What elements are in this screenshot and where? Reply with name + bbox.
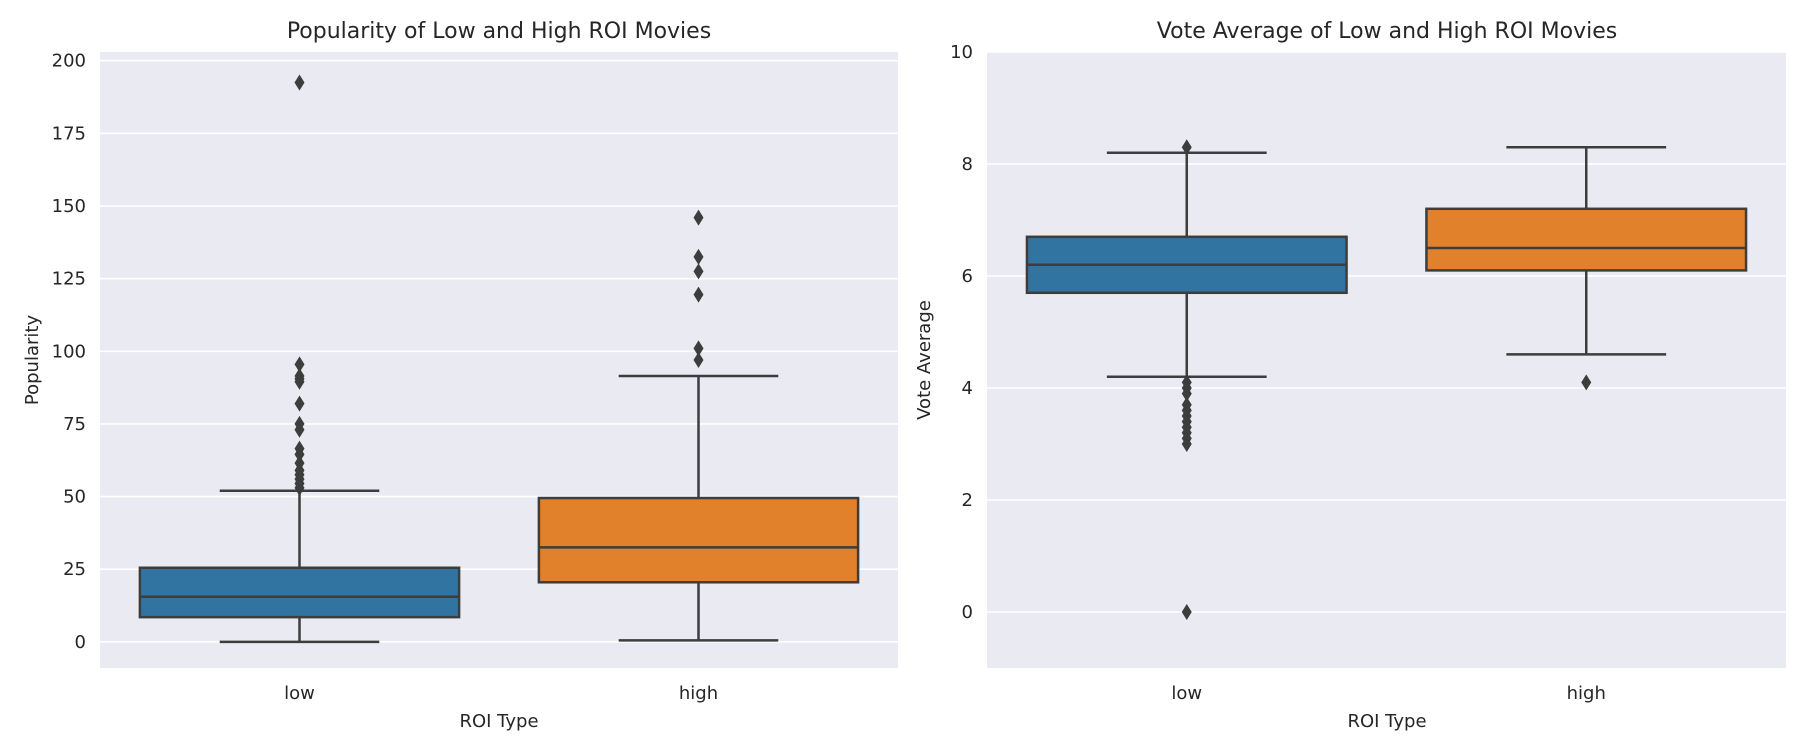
y-tick-label: 75 xyxy=(63,414,86,435)
y-tick-label: 10 xyxy=(950,42,973,63)
outlier-point xyxy=(693,209,704,226)
y-axis-label: Popularity xyxy=(22,315,43,406)
y-tick-label: 2 xyxy=(962,490,973,511)
x-tick-label: high xyxy=(1567,683,1606,704)
outlier-point xyxy=(1181,139,1192,156)
outlier-point xyxy=(294,356,305,373)
x-tick-label: low xyxy=(284,683,315,704)
y-tick-label: 6 xyxy=(962,266,973,287)
chart-2: 0 2 4 6 8 10 low high Vote Average of Low and Hi… xyxy=(914,19,1786,732)
plot-area xyxy=(987,52,1786,668)
chart-title: Vote Average of Low and High ROI Movies xyxy=(1157,19,1617,44)
box-high xyxy=(1425,145,1748,391)
box-low xyxy=(138,74,461,644)
y-tick-label: 150 xyxy=(52,196,86,217)
outlier-point xyxy=(294,74,305,91)
outlier-point xyxy=(1181,436,1192,452)
iqr-box xyxy=(537,496,860,584)
outlier-point xyxy=(294,446,305,463)
y-tick-label: 0 xyxy=(75,632,86,653)
y-tick-label: 125 xyxy=(52,269,86,290)
x-axis-label: ROI Type xyxy=(459,711,538,732)
y-tick-label: 0 xyxy=(962,602,973,623)
y-tick-label: 4 xyxy=(962,378,973,399)
y-tick-label: 50 xyxy=(63,487,86,508)
x-axis-label: ROI Type xyxy=(1347,711,1426,732)
y-tick-label: 200 xyxy=(52,51,86,72)
iqr-box xyxy=(138,566,461,619)
box-high xyxy=(537,209,860,642)
outlier-point xyxy=(693,286,704,303)
outlier-point xyxy=(294,479,305,496)
outlier-point xyxy=(693,340,704,357)
outlier-point xyxy=(693,263,704,280)
outlier-point xyxy=(294,421,305,438)
box-low xyxy=(1025,139,1348,620)
x-tick-label: low xyxy=(1171,683,1202,704)
iqr-box xyxy=(1425,207,1748,272)
outlier-point xyxy=(1181,604,1192,620)
chart-1: 0 25 50 75 100 125 150 175 200 low high Popularity … xyxy=(22,19,898,732)
outlier-point xyxy=(294,373,305,390)
outlier-point xyxy=(693,352,704,368)
outlier-point xyxy=(1581,374,1592,391)
outlier-point xyxy=(693,248,704,265)
y-tick-label: 100 xyxy=(52,341,86,362)
y-tick-label: 8 xyxy=(962,154,973,175)
chart-title: Popularity of Low and High ROI Movies xyxy=(287,19,711,44)
outlier-point xyxy=(1181,385,1192,402)
y-axis-label: Vote Average xyxy=(914,300,935,420)
y-tick-label: 175 xyxy=(52,123,86,144)
outlier-point xyxy=(294,395,305,412)
y-tick-label: 25 xyxy=(63,559,86,580)
x-tick-label: high xyxy=(679,683,718,704)
